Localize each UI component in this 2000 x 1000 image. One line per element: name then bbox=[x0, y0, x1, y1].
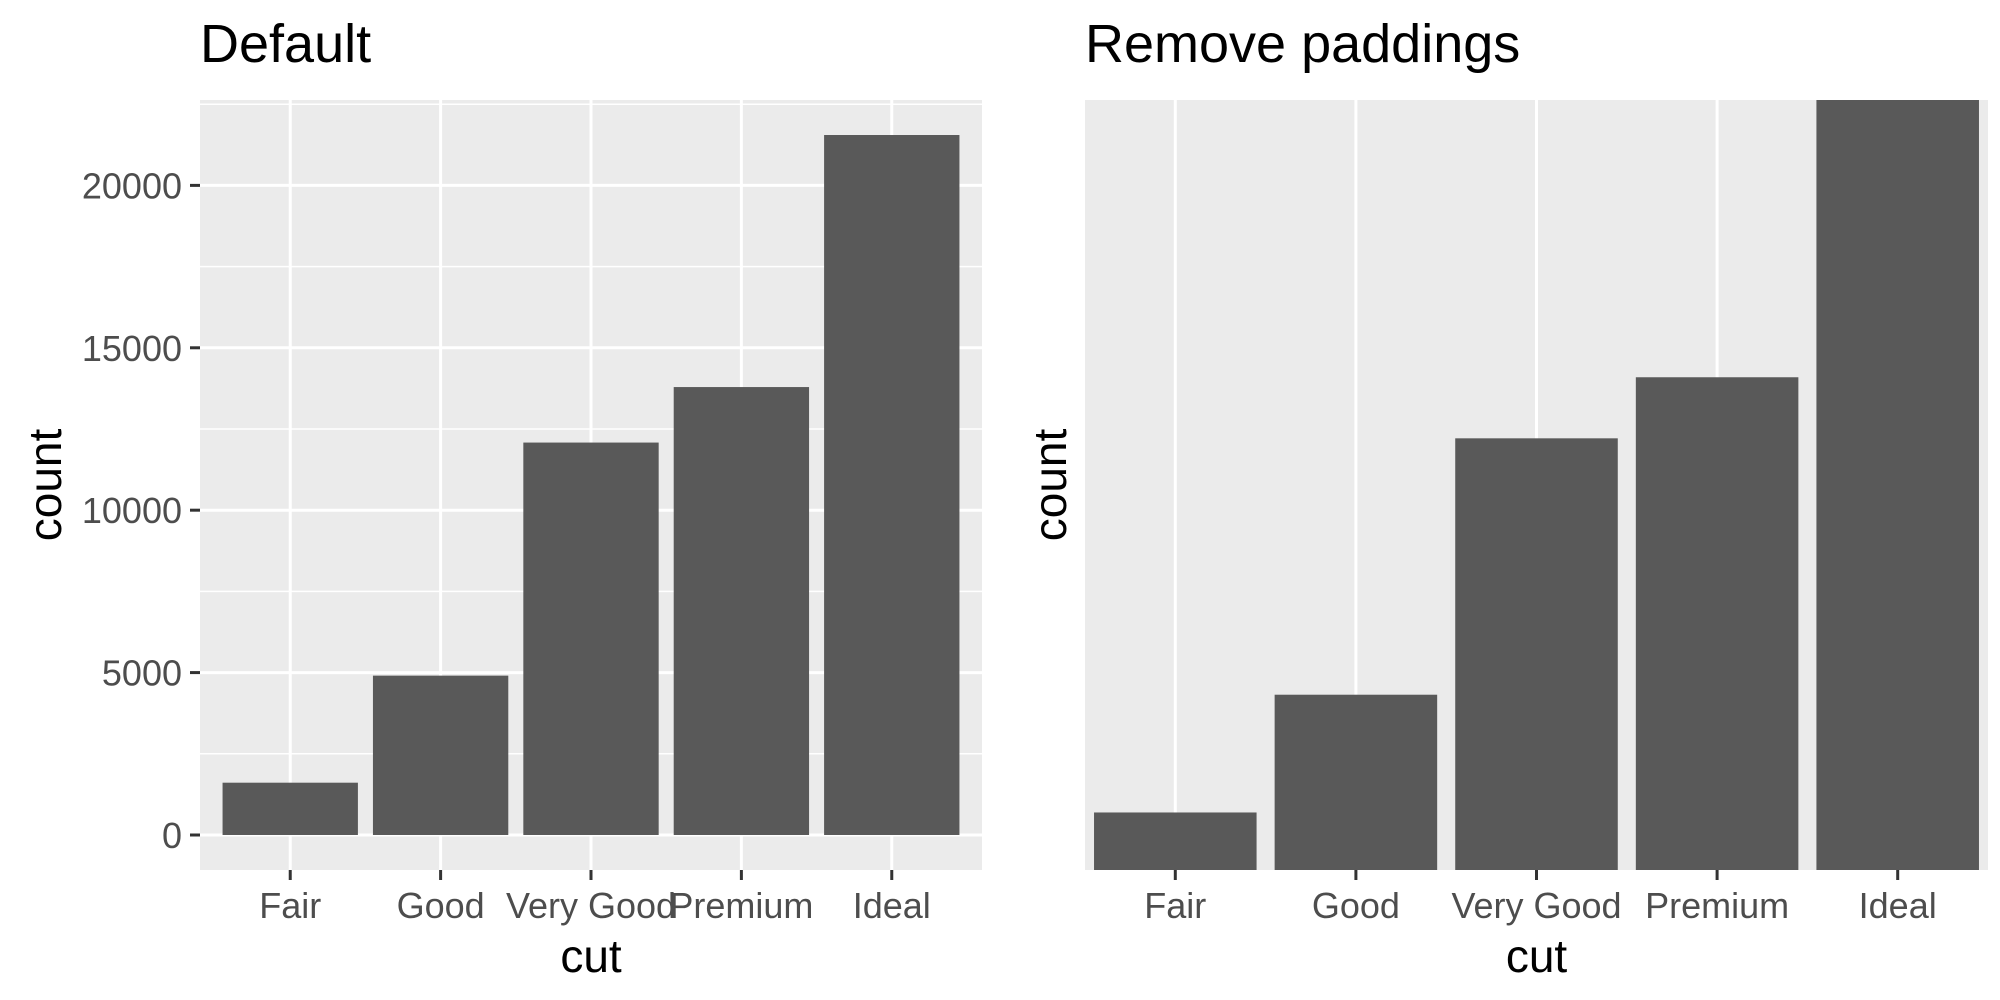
bar-fair bbox=[1094, 812, 1257, 870]
x-tick-label: Fair bbox=[1144, 885, 1206, 926]
bar-very-good bbox=[523, 442, 659, 835]
y-tick-label: 15000 bbox=[82, 328, 182, 369]
x-axis-title: cut bbox=[560, 930, 622, 982]
bar-premium bbox=[1635, 377, 1799, 870]
x-tick-label: Very Good bbox=[1451, 885, 1621, 926]
y-tick-label: 10000 bbox=[82, 490, 182, 531]
x-tick-label: Ideal bbox=[1859, 885, 1937, 926]
y-axis-title: count bbox=[1024, 429, 1076, 542]
x-tick-label: Good bbox=[1312, 885, 1400, 926]
bar-fair bbox=[222, 782, 358, 835]
bar-very-good bbox=[1455, 438, 1618, 870]
x-tick-label: Good bbox=[397, 885, 485, 926]
x-axis-title: cut bbox=[1506, 930, 1568, 982]
x-tick-label: Very Good bbox=[506, 885, 676, 926]
y-tick-label: 20000 bbox=[82, 165, 182, 206]
axes: Fair Good Very Good Premium Ideal bbox=[1144, 870, 1937, 926]
bars bbox=[222, 135, 960, 835]
x-tick-label: Fair bbox=[259, 885, 321, 926]
chart-title: Default bbox=[200, 14, 371, 74]
x-tick-label: Premium bbox=[1645, 885, 1789, 926]
bar-premium bbox=[673, 387, 810, 835]
x-tick-label: Ideal bbox=[853, 885, 931, 926]
y-axis-title: count bbox=[19, 429, 71, 542]
bar-good bbox=[372, 675, 509, 835]
bar-ideal bbox=[824, 135, 960, 835]
y-tick-label: 5000 bbox=[102, 653, 182, 694]
y-tick-label: 0 bbox=[162, 815, 182, 856]
bar-good bbox=[1274, 694, 1438, 870]
chart-title: Remove paddings bbox=[1085, 14, 1520, 74]
bar-ideal bbox=[1816, 100, 1979, 870]
chart-remove-paddings: Remove paddings Fair Good Very Good Premium… bbox=[1024, 14, 1988, 982]
x-tick-label: Premium bbox=[669, 885, 813, 926]
bars bbox=[1094, 100, 1979, 870]
